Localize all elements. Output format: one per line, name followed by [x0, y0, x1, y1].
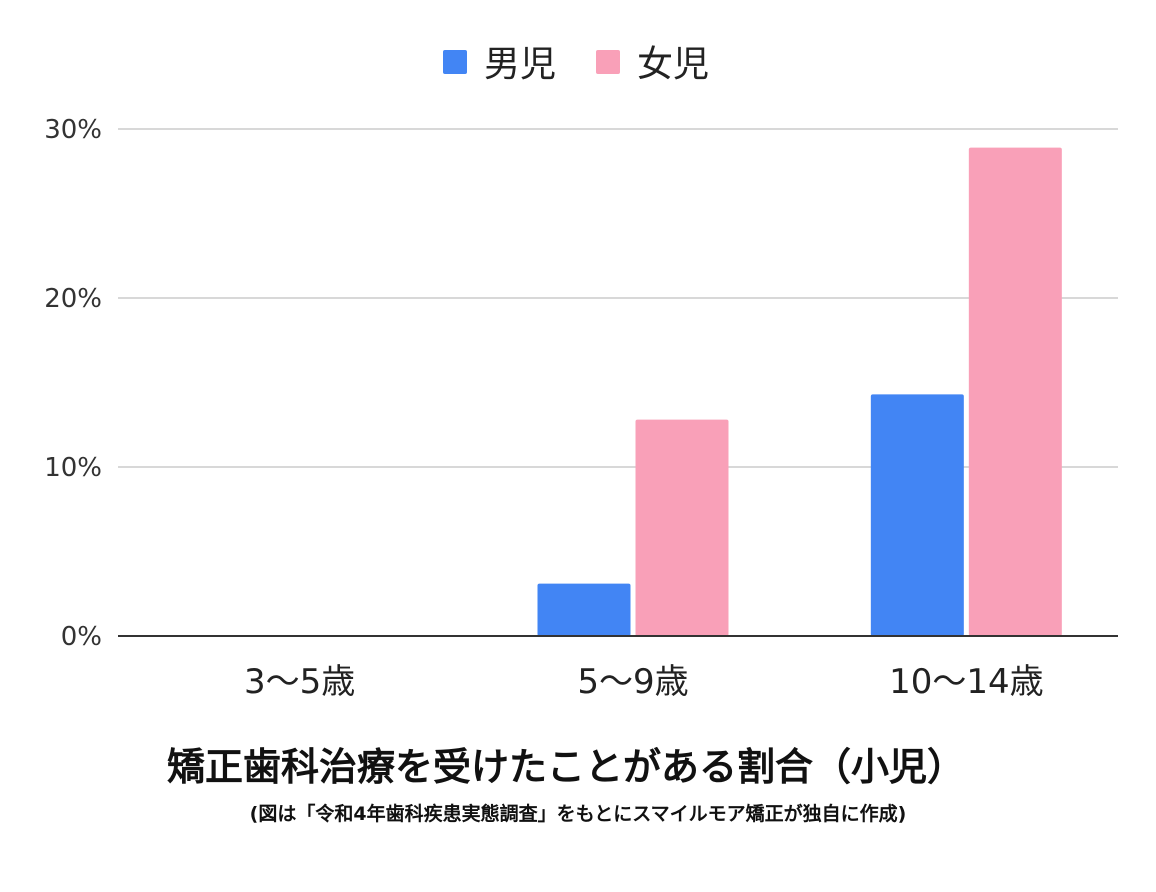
legend-swatch-boys [443, 50, 467, 74]
bar-girls [635, 419, 729, 636]
y-tick-label: 30% [44, 115, 102, 145]
y-tick-label: 20% [44, 284, 102, 314]
y-tick-label: 0% [61, 622, 102, 652]
legend-swatch-girls [596, 50, 620, 74]
bar-girls [968, 147, 1062, 636]
legend-label-boys: 男児 [484, 44, 556, 85]
x-category-label: 3～5歳 [244, 662, 355, 702]
legend-label-girls: 女児 [637, 44, 709, 85]
chart-subtitle: (図は「令和4年歯科疾患実態調査」をもとにスマイルモア矯正が独自に作成) [250, 802, 907, 825]
x-category-label: 10～14歳 [889, 662, 1044, 702]
bar-boys [870, 394, 964, 636]
chart-title: 矯正歯科治療を受けたことがある割合（小児） [167, 745, 965, 789]
x-category-label: 5～9歳 [577, 662, 688, 702]
y-tick-label: 10% [44, 453, 102, 483]
bar-boys [537, 583, 631, 636]
